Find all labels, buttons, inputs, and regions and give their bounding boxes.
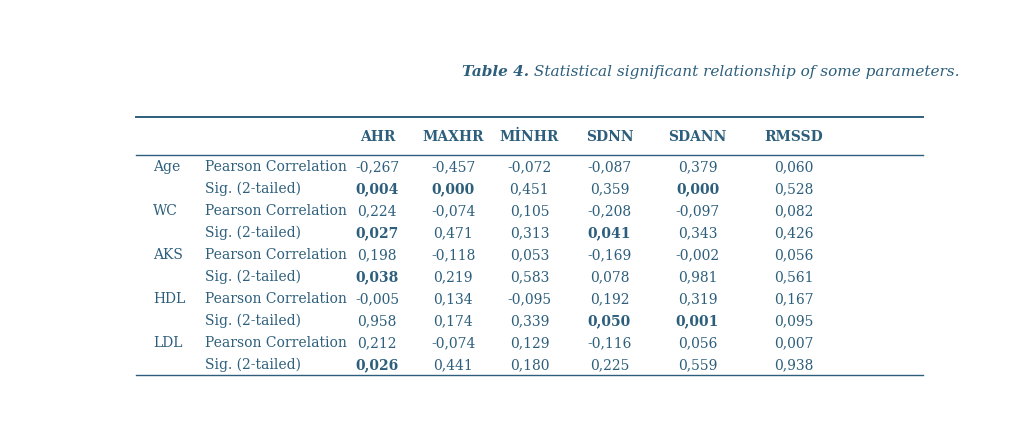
Text: 0,583: 0,583 — [509, 270, 550, 284]
Text: 0,000: 0,000 — [432, 182, 475, 196]
Text: RMSSD: RMSSD — [764, 130, 823, 144]
Text: 0,167: 0,167 — [774, 292, 813, 306]
Text: -0,074: -0,074 — [431, 335, 475, 350]
Text: -0,074: -0,074 — [431, 204, 475, 218]
Text: -0,267: -0,267 — [355, 160, 400, 174]
Text: 0,007: 0,007 — [774, 335, 813, 350]
Text: 0,095: 0,095 — [774, 313, 813, 328]
Text: 0,004: 0,004 — [355, 182, 399, 196]
Text: Statistical significant relationship of some parameters.: Statistical significant relationship of … — [530, 65, 960, 79]
Text: 0,056: 0,056 — [774, 248, 813, 262]
Text: -0,116: -0,116 — [588, 335, 631, 350]
Text: Pearson Correlation: Pearson Correlation — [206, 160, 347, 174]
Text: 0,426: 0,426 — [774, 226, 813, 240]
Text: 0,938: 0,938 — [774, 357, 813, 372]
Text: 0,471: 0,471 — [434, 226, 473, 240]
Text: 0,041: 0,041 — [588, 226, 631, 240]
Text: 0,001: 0,001 — [676, 313, 719, 328]
Text: MAXHR: MAXHR — [422, 130, 484, 144]
Text: -0,005: -0,005 — [355, 292, 400, 306]
Text: 0,180: 0,180 — [509, 357, 550, 372]
Text: 0,528: 0,528 — [774, 182, 813, 196]
Text: Pearson Correlation: Pearson Correlation — [206, 204, 347, 218]
Text: -0,095: -0,095 — [507, 292, 552, 306]
Text: -0,087: -0,087 — [588, 160, 631, 174]
Text: 0,958: 0,958 — [357, 313, 397, 328]
Text: 0,056: 0,056 — [678, 335, 717, 350]
Text: SDANN: SDANN — [668, 130, 727, 144]
Text: 0,053: 0,053 — [509, 248, 550, 262]
Text: 0,134: 0,134 — [434, 292, 473, 306]
Text: 0,038: 0,038 — [355, 270, 399, 284]
Text: 0,313: 0,313 — [509, 226, 550, 240]
Text: Sig. (2-tailed): Sig. (2-tailed) — [206, 226, 302, 240]
Text: 0,561: 0,561 — [774, 270, 813, 284]
Text: AKS: AKS — [153, 248, 183, 262]
Text: 0,359: 0,359 — [590, 182, 629, 196]
Text: 0,027: 0,027 — [355, 226, 399, 240]
Text: 0,451: 0,451 — [509, 182, 550, 196]
Text: 0,000: 0,000 — [676, 182, 719, 196]
Text: 0,441: 0,441 — [434, 357, 473, 372]
Text: Pearson Correlation: Pearson Correlation — [206, 248, 347, 262]
Text: 0,981: 0,981 — [678, 270, 717, 284]
Text: 0,319: 0,319 — [678, 292, 717, 306]
Text: 0,212: 0,212 — [357, 335, 397, 350]
Text: AHR: AHR — [359, 130, 395, 144]
Text: 0,224: 0,224 — [357, 204, 397, 218]
Text: -0,002: -0,002 — [676, 248, 720, 262]
Text: LDL: LDL — [153, 335, 183, 350]
Text: Table 4.: Table 4. — [463, 65, 530, 79]
Text: 0,559: 0,559 — [678, 357, 717, 372]
Text: 0,174: 0,174 — [434, 313, 473, 328]
Text: 0,060: 0,060 — [774, 160, 813, 174]
Text: Sig. (2-tailed): Sig. (2-tailed) — [206, 357, 302, 372]
Text: Pearson Correlation: Pearson Correlation — [206, 335, 347, 350]
Text: 0,343: 0,343 — [678, 226, 717, 240]
Text: -0,169: -0,169 — [588, 248, 631, 262]
Text: 0,198: 0,198 — [357, 248, 397, 262]
Text: SDNN: SDNN — [586, 130, 633, 144]
Text: MİNHR: MİNHR — [500, 130, 559, 144]
Text: Sig. (2-tailed): Sig. (2-tailed) — [206, 313, 302, 328]
Text: 0,105: 0,105 — [509, 204, 550, 218]
Text: 0,050: 0,050 — [588, 313, 631, 328]
Text: WC: WC — [153, 204, 178, 218]
Text: Age: Age — [153, 160, 181, 174]
Text: 0,225: 0,225 — [590, 357, 629, 372]
Text: 0,026: 0,026 — [355, 357, 399, 372]
Text: 0,339: 0,339 — [509, 313, 550, 328]
Text: -0,118: -0,118 — [431, 248, 475, 262]
Text: 0,082: 0,082 — [774, 204, 813, 218]
Text: 0,129: 0,129 — [509, 335, 550, 350]
Text: -0,097: -0,097 — [676, 204, 720, 218]
Text: HDL: HDL — [153, 292, 185, 306]
Text: -0,072: -0,072 — [507, 160, 552, 174]
Text: Sig. (2-tailed): Sig. (2-tailed) — [206, 181, 302, 196]
Text: Pearson Correlation: Pearson Correlation — [206, 292, 347, 306]
Text: 0,219: 0,219 — [434, 270, 473, 284]
Text: Sig. (2-tailed): Sig. (2-tailed) — [206, 270, 302, 284]
Text: -0,208: -0,208 — [588, 204, 631, 218]
Text: -0,457: -0,457 — [431, 160, 475, 174]
Text: 0,379: 0,379 — [678, 160, 717, 174]
Text: 0,192: 0,192 — [590, 292, 629, 306]
Text: 0,078: 0,078 — [590, 270, 629, 284]
